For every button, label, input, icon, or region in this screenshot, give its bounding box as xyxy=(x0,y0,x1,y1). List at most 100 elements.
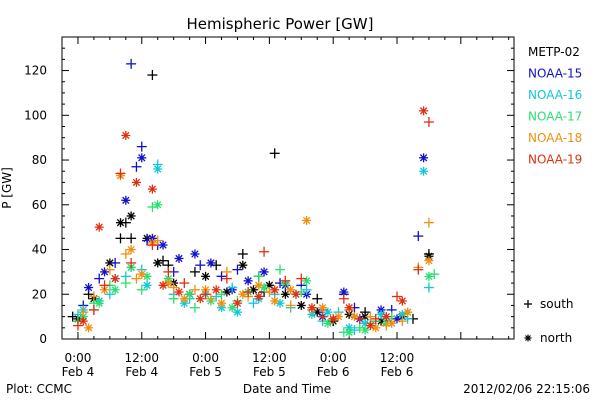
marker-south-noaa-19 xyxy=(413,264,424,275)
x-tick-label-time: 0:00 xyxy=(64,351,91,365)
marker-south-noaa-18 xyxy=(104,264,115,275)
marker-north-noaa-19 xyxy=(232,298,242,308)
marker-north-noaa-18 xyxy=(137,269,147,279)
marker-north-noaa-19 xyxy=(195,294,205,304)
marker-south-noaa-18 xyxy=(423,217,434,228)
marker-south-noaa-17 xyxy=(168,293,179,304)
marker-south-noaa-16 xyxy=(423,282,434,293)
marker-north-noaa-19 xyxy=(174,287,184,297)
marker-south-noaa-15 xyxy=(126,58,137,69)
marker-north-noaa-17 xyxy=(424,271,434,281)
marker-north-noaa-19 xyxy=(254,291,264,301)
marker-south-noaa-18 xyxy=(168,282,179,293)
marker-north-noaa-16 xyxy=(376,309,386,319)
marker-north-noaa-17 xyxy=(344,327,354,337)
y-axis-label: P [GW] xyxy=(0,167,14,209)
marker-south-noaa-17 xyxy=(253,271,264,282)
marker-north-metp-02 xyxy=(115,218,125,228)
legend-entry-noaa-15: NOAA-15 xyxy=(528,67,582,81)
marker-north-noaa-15 xyxy=(174,253,184,263)
marker-north-metp-02 xyxy=(296,300,306,310)
marker-south-noaa-19 xyxy=(221,273,232,284)
footer-timestamp: 2012/02/06 22:15:06 xyxy=(463,382,590,396)
marker-south-noaa-16 xyxy=(301,284,312,295)
marker-north-noaa-18 xyxy=(424,256,434,266)
marker-south-metp-02 xyxy=(126,233,137,244)
marker-north-noaa-17 xyxy=(94,298,104,308)
marker-north-noaa-19 xyxy=(344,303,354,313)
marker-north-noaa-15 xyxy=(419,153,429,163)
marker-south-noaa-19 xyxy=(280,275,291,286)
marker-south-noaa-19 xyxy=(259,246,270,257)
x-tick-label-date: Feb 6 xyxy=(317,365,350,379)
marker-north-noaa-19 xyxy=(158,280,168,290)
marker-north-noaa-15 xyxy=(190,249,200,259)
marker-north-noaa-18 xyxy=(302,215,312,225)
marker-south-noaa-15 xyxy=(195,260,206,271)
marker-north-noaa-15 xyxy=(121,195,131,205)
marker-south-noaa-19 xyxy=(338,293,349,304)
legend: METP-02 NOAA-15 NOAA-16 NOAA-17 NOAA-18 NOAA-… xyxy=(528,45,582,167)
x-tick-label-date: Feb 4 xyxy=(125,365,158,379)
marker-north-noaa-19 xyxy=(147,184,157,194)
marker-south-noaa-19 xyxy=(243,287,254,298)
marker-south-noaa-18 xyxy=(285,300,296,311)
y-tick-label: 40 xyxy=(32,243,47,257)
marker-north-noaa-17 xyxy=(302,276,312,286)
marker-north-noaa-16 xyxy=(419,166,429,176)
y-tick-label: 20 xyxy=(32,287,47,301)
marker-north-noaa-19 xyxy=(291,289,301,299)
marker-north-noaa-19 xyxy=(397,296,407,306)
marker-south-noaa-19 xyxy=(99,280,110,291)
marker-key-label-north: north xyxy=(540,331,572,345)
marker-north-noaa-18 xyxy=(238,289,248,299)
marker-south-noaa-15 xyxy=(94,273,105,284)
marker-north-noaa-19 xyxy=(110,274,120,284)
x-tick-label-date: Feb 5 xyxy=(253,365,286,379)
marker-south-noaa-15 xyxy=(131,161,142,172)
marker-south-noaa-19 xyxy=(392,291,403,302)
marker-north-noaa-15 xyxy=(100,267,110,277)
marker-south-noaa-15 xyxy=(110,257,121,268)
marker-south-noaa-18 xyxy=(131,273,142,284)
marker-north-noaa-15 xyxy=(243,276,253,286)
marker-north-metp-02 xyxy=(126,211,136,221)
marker-south-noaa-18 xyxy=(397,316,408,327)
marker-north-metp-02 xyxy=(238,260,248,270)
marker-north-noaa-18 xyxy=(403,307,413,317)
marker-south-noaa-19 xyxy=(115,168,126,179)
marker-south-metp-02 xyxy=(312,293,323,304)
marker-north-noaa-18 xyxy=(270,296,280,306)
marker-north-metp-02 xyxy=(201,271,211,281)
marker-south-noaa-19 xyxy=(72,320,83,331)
marker-south-noaa-19 xyxy=(200,289,211,300)
marker-north-noaa-18 xyxy=(387,318,397,328)
legend-entry-noaa-19: NOAA-19 xyxy=(528,153,582,167)
marker-north-noaa-18 xyxy=(179,294,189,304)
marker-key-north-symbol xyxy=(524,334,532,342)
marker-south-metp-02 xyxy=(269,148,280,159)
marker-north-noaa-15 xyxy=(259,267,269,277)
marker-south-noaa-17 xyxy=(189,302,200,313)
marker-south-metp-02 xyxy=(237,248,248,259)
marker-south-noaa-19 xyxy=(147,240,158,251)
marker-north-noaa-16 xyxy=(142,280,152,290)
y-tick-label: 120 xyxy=(24,64,47,78)
marker-south-noaa-19 xyxy=(296,273,307,284)
marker-north-noaa-19 xyxy=(211,285,221,295)
marker-south-noaa-18 xyxy=(365,311,376,322)
x-axis-label: Date and Time xyxy=(243,382,331,396)
marker-south-metp-02 xyxy=(189,266,200,277)
marker-south-noaa-17 xyxy=(275,264,286,275)
marker-south-noaa-19 xyxy=(317,311,328,322)
x-tick-label-time: 12:00 xyxy=(252,351,287,365)
y-tick-label: 0 xyxy=(39,332,47,346)
marker-north-noaa-18 xyxy=(254,280,264,290)
marker-south-noaa-19 xyxy=(126,257,137,268)
y-tick-label: 60 xyxy=(32,198,47,212)
marker-south-noaa-19 xyxy=(163,266,174,277)
marker-north-noaa-15 xyxy=(137,153,147,163)
marker-north-noaa-18 xyxy=(349,312,359,322)
legend-entry-metp-02: METP-02 xyxy=(528,45,580,59)
